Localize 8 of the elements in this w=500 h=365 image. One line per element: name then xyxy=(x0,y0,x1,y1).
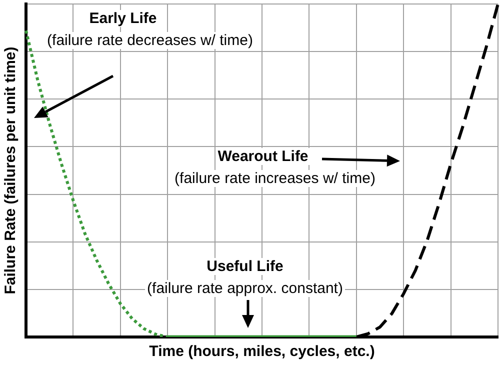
x-axis-title: Time (hours, miles, cycles, etc.) xyxy=(149,343,375,360)
annotation: (failure rate decreases w/ time) xyxy=(45,32,255,49)
annotation: (failure rate increases w/ time) xyxy=(172,170,378,187)
annotation: (failure rate approx. constant) xyxy=(145,280,345,297)
annotation: Early Life xyxy=(87,10,159,27)
annotation: Wearout Life xyxy=(216,148,310,165)
y-axis-title: Failure Rate (failures per unit time) xyxy=(2,46,20,294)
annotation: Useful Life xyxy=(204,258,286,275)
